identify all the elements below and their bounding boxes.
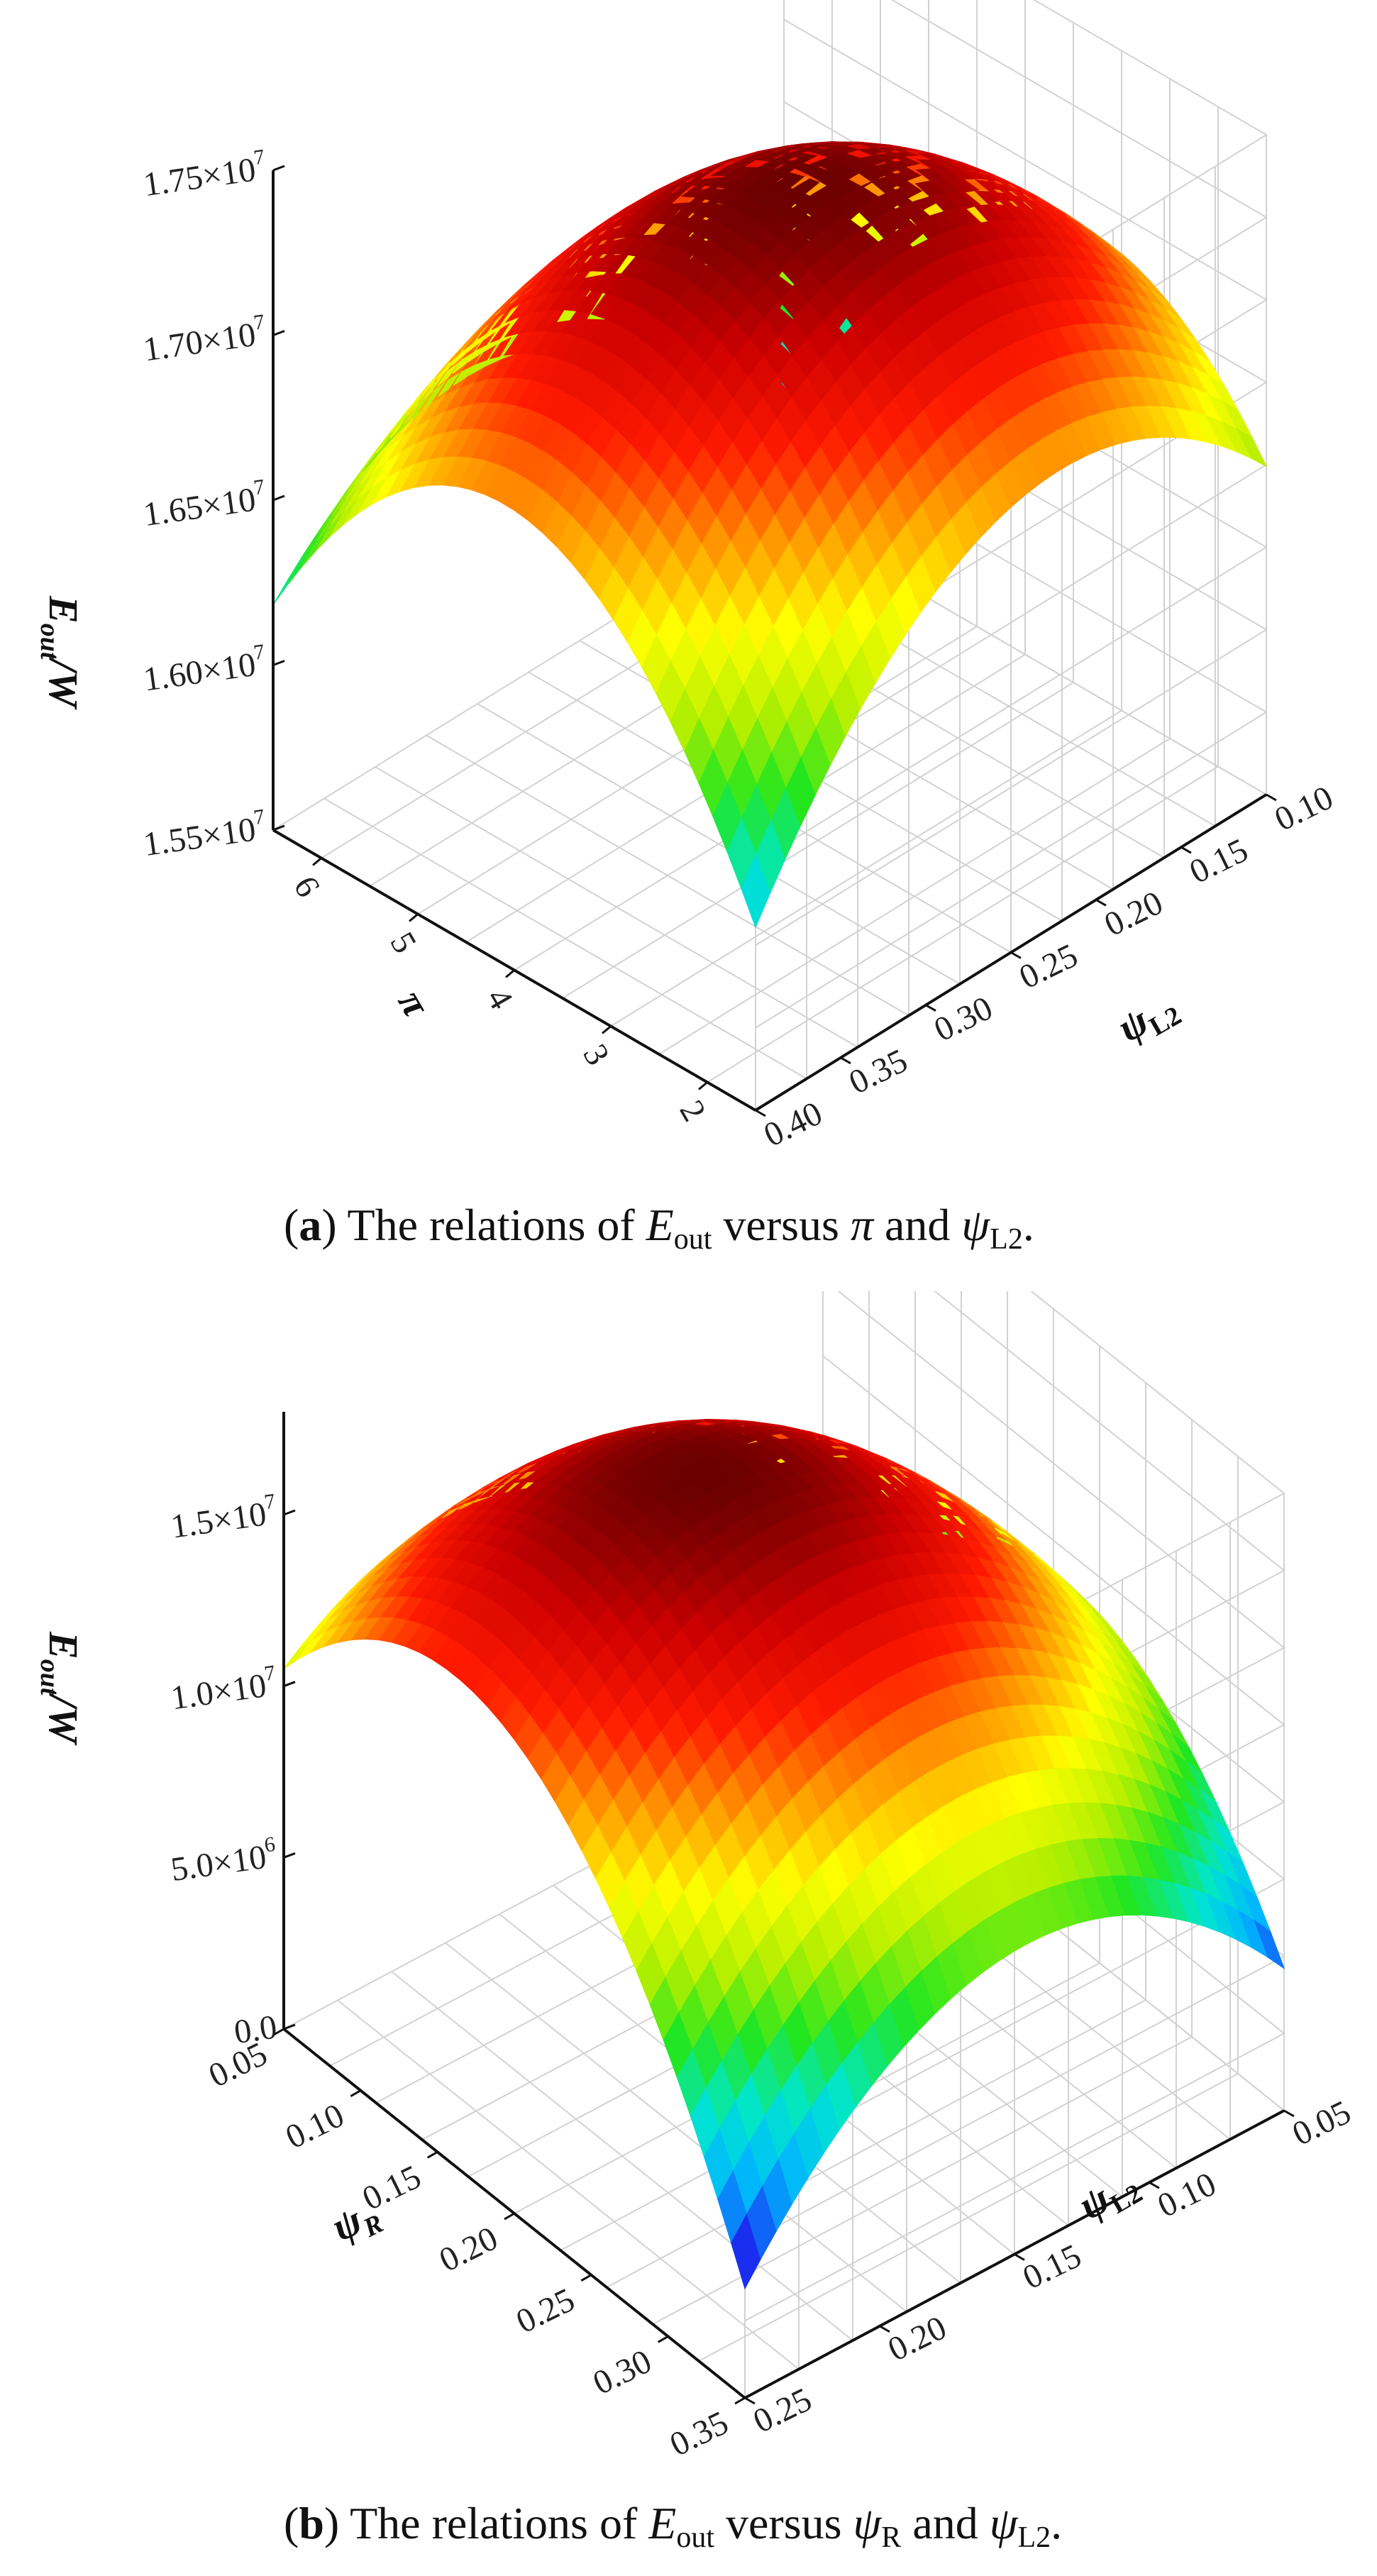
y-tick-mark	[755, 1109, 766, 1117]
z-tick-mark	[283, 1681, 296, 1688]
x-tick-mark	[657, 2335, 669, 2343]
y-tick-mark	[1266, 793, 1277, 802]
surface-mesh	[283, 1419, 1285, 2290]
caption-a-x2: ψ	[961, 1200, 990, 1250]
caption-a-and: and	[885, 1200, 951, 1250]
surface-plot-a: 1.55×107 1.60×107 1.65×107 1.70×107 1.75×107…	[35, 0, 1339, 1154]
caption-b-label: b	[299, 2498, 324, 2548]
x-tick-label: 0.25	[510, 2281, 580, 2340]
surface-cell	[1236, 428, 1268, 468]
z-tick-label: 1.60×107	[140, 640, 269, 699]
caption-a-versus: versus	[723, 1200, 839, 1250]
y-axis-title: ψL2	[1071, 2159, 1147, 2233]
z-tick-label: 1.5×107	[168, 1489, 280, 1545]
surface-cell	[287, 541, 317, 586]
y-tick-mark	[1283, 2109, 1295, 2118]
caption-b-text: The relations of	[350, 2498, 638, 2548]
x-tick-mark	[505, 969, 515, 978]
chart-panel-a: 1.55×107 1.60×107 1.65×107 1.70×107 1.75×107…	[35, 0, 1339, 1256]
x-tick-label: 0.30	[587, 2343, 658, 2402]
x-tick-label: 4	[479, 982, 520, 1015]
caption-a-x1: π	[850, 1200, 874, 1250]
x-tick-label: 2	[672, 1094, 713, 1127]
caption-b-x1-sub: R	[881, 2521, 902, 2554]
x-tick-mark	[350, 2089, 362, 2097]
surface-plot-b: 0.0 5.0×106 1.0×107 1.5×107 0.05 0.100.150.20…	[35, 1291, 1357, 2464]
caption-b-and: and	[912, 2498, 978, 2548]
z-tick-mark	[272, 660, 285, 666]
caption-a-yvar-sub: out	[673, 1223, 712, 1256]
caption-b-x2-sub: L2	[1017, 2521, 1051, 2554]
z-tick-label: 0.0	[232, 2008, 280, 2051]
z-tick-mark	[283, 1509, 296, 1516]
y-tick-mark	[1095, 899, 1107, 907]
x-tick-mark	[602, 1025, 612, 1034]
z-axis-title: Eout/W	[35, 595, 87, 710]
caption-b-x1: ψ	[853, 2498, 882, 2548]
caption-a-text: The relations of	[347, 1200, 635, 1250]
x-tick-label: 6	[286, 870, 327, 903]
x-tick-mark	[312, 857, 322, 866]
z-tick-mark	[283, 2023, 296, 2030]
caption-b-yvar: E	[648, 2498, 677, 2548]
x-axis-title: π	[389, 983, 439, 1025]
y-tick-label: 0.10	[1269, 778, 1339, 838]
x-tick-label: 3	[575, 1038, 616, 1071]
z-tick-label: 1.70×107	[140, 310, 269, 369]
x-tick-mark	[504, 2212, 515, 2221]
caption-a-label: a	[299, 1200, 322, 1250]
x-tick-mark	[409, 913, 419, 922]
y-tick-mark	[1010, 951, 1022, 959]
x-tick-label: 0.20	[433, 2219, 504, 2279]
caption-b-versus: versus	[726, 2498, 842, 2548]
caption-b: (b) The relations of Eout versus ψR and …	[284, 2498, 1063, 2554]
y-tick-mark	[879, 2325, 890, 2333]
z-tick-label: 1.55×107	[140, 805, 269, 863]
x-tick-label: 0.10	[280, 2096, 350, 2156]
y-tick-mark	[1014, 2253, 1025, 2261]
z-tick-mark	[283, 1852, 296, 1859]
x-tick-mark	[580, 2274, 592, 2282]
y-tick-mark	[1180, 846, 1192, 854]
surface-mesh	[272, 141, 1268, 929]
y-tick-mark	[840, 1056, 851, 1065]
z-tick-mark	[272, 494, 285, 502]
x-tick-mark	[426, 2151, 438, 2159]
y-tick-label: 0.05	[1287, 2093, 1357, 2152]
caption-a-x2-sub: L2	[990, 1223, 1023, 1256]
caption-a: (a) The relations of Eout versus π and ψ…	[284, 1200, 1034, 1256]
z-tick-label: 1.0×107	[168, 1661, 280, 1717]
x-tick-mark	[734, 2397, 746, 2405]
z-tick-label: 1.65×107	[140, 475, 269, 534]
z-tick-label: 5.0×106	[168, 1833, 280, 1889]
surface-cell	[1254, 1919, 1285, 1970]
chart-panel-b: 0.0 5.0×106 1.0×107 1.5×107 0.05 0.10 0.15 0.20…	[0, 1291, 1377, 2576]
y-tick-mark	[925, 1004, 936, 1012]
z-tick-mark	[272, 824, 285, 831]
caption-b-yvar-sub: out	[676, 2521, 715, 2554]
z-tick-label: 1.75×107	[140, 145, 269, 204]
x-tick-label: 0.15	[357, 2158, 427, 2218]
caption-b-x2: ψ	[989, 2498, 1018, 2548]
y-tick-mark	[744, 2397, 756, 2405]
y-tick-mark	[1149, 2181, 1160, 2189]
z-axis-title: Eout/W	[35, 1631, 87, 1746]
x-tick-label: 0.35	[664, 2404, 734, 2463]
caption-a-yvar: E	[646, 1200, 674, 1250]
x-tick-mark	[273, 2028, 284, 2036]
x-tick-label: 5	[382, 926, 424, 959]
y-axis-title: ψL2	[1110, 981, 1186, 1056]
z-tick-mark	[272, 165, 285, 172]
x-tick-mark	[698, 1081, 708, 1090]
z-tick-mark	[272, 330, 285, 336]
surface-cell	[301, 524, 331, 568]
